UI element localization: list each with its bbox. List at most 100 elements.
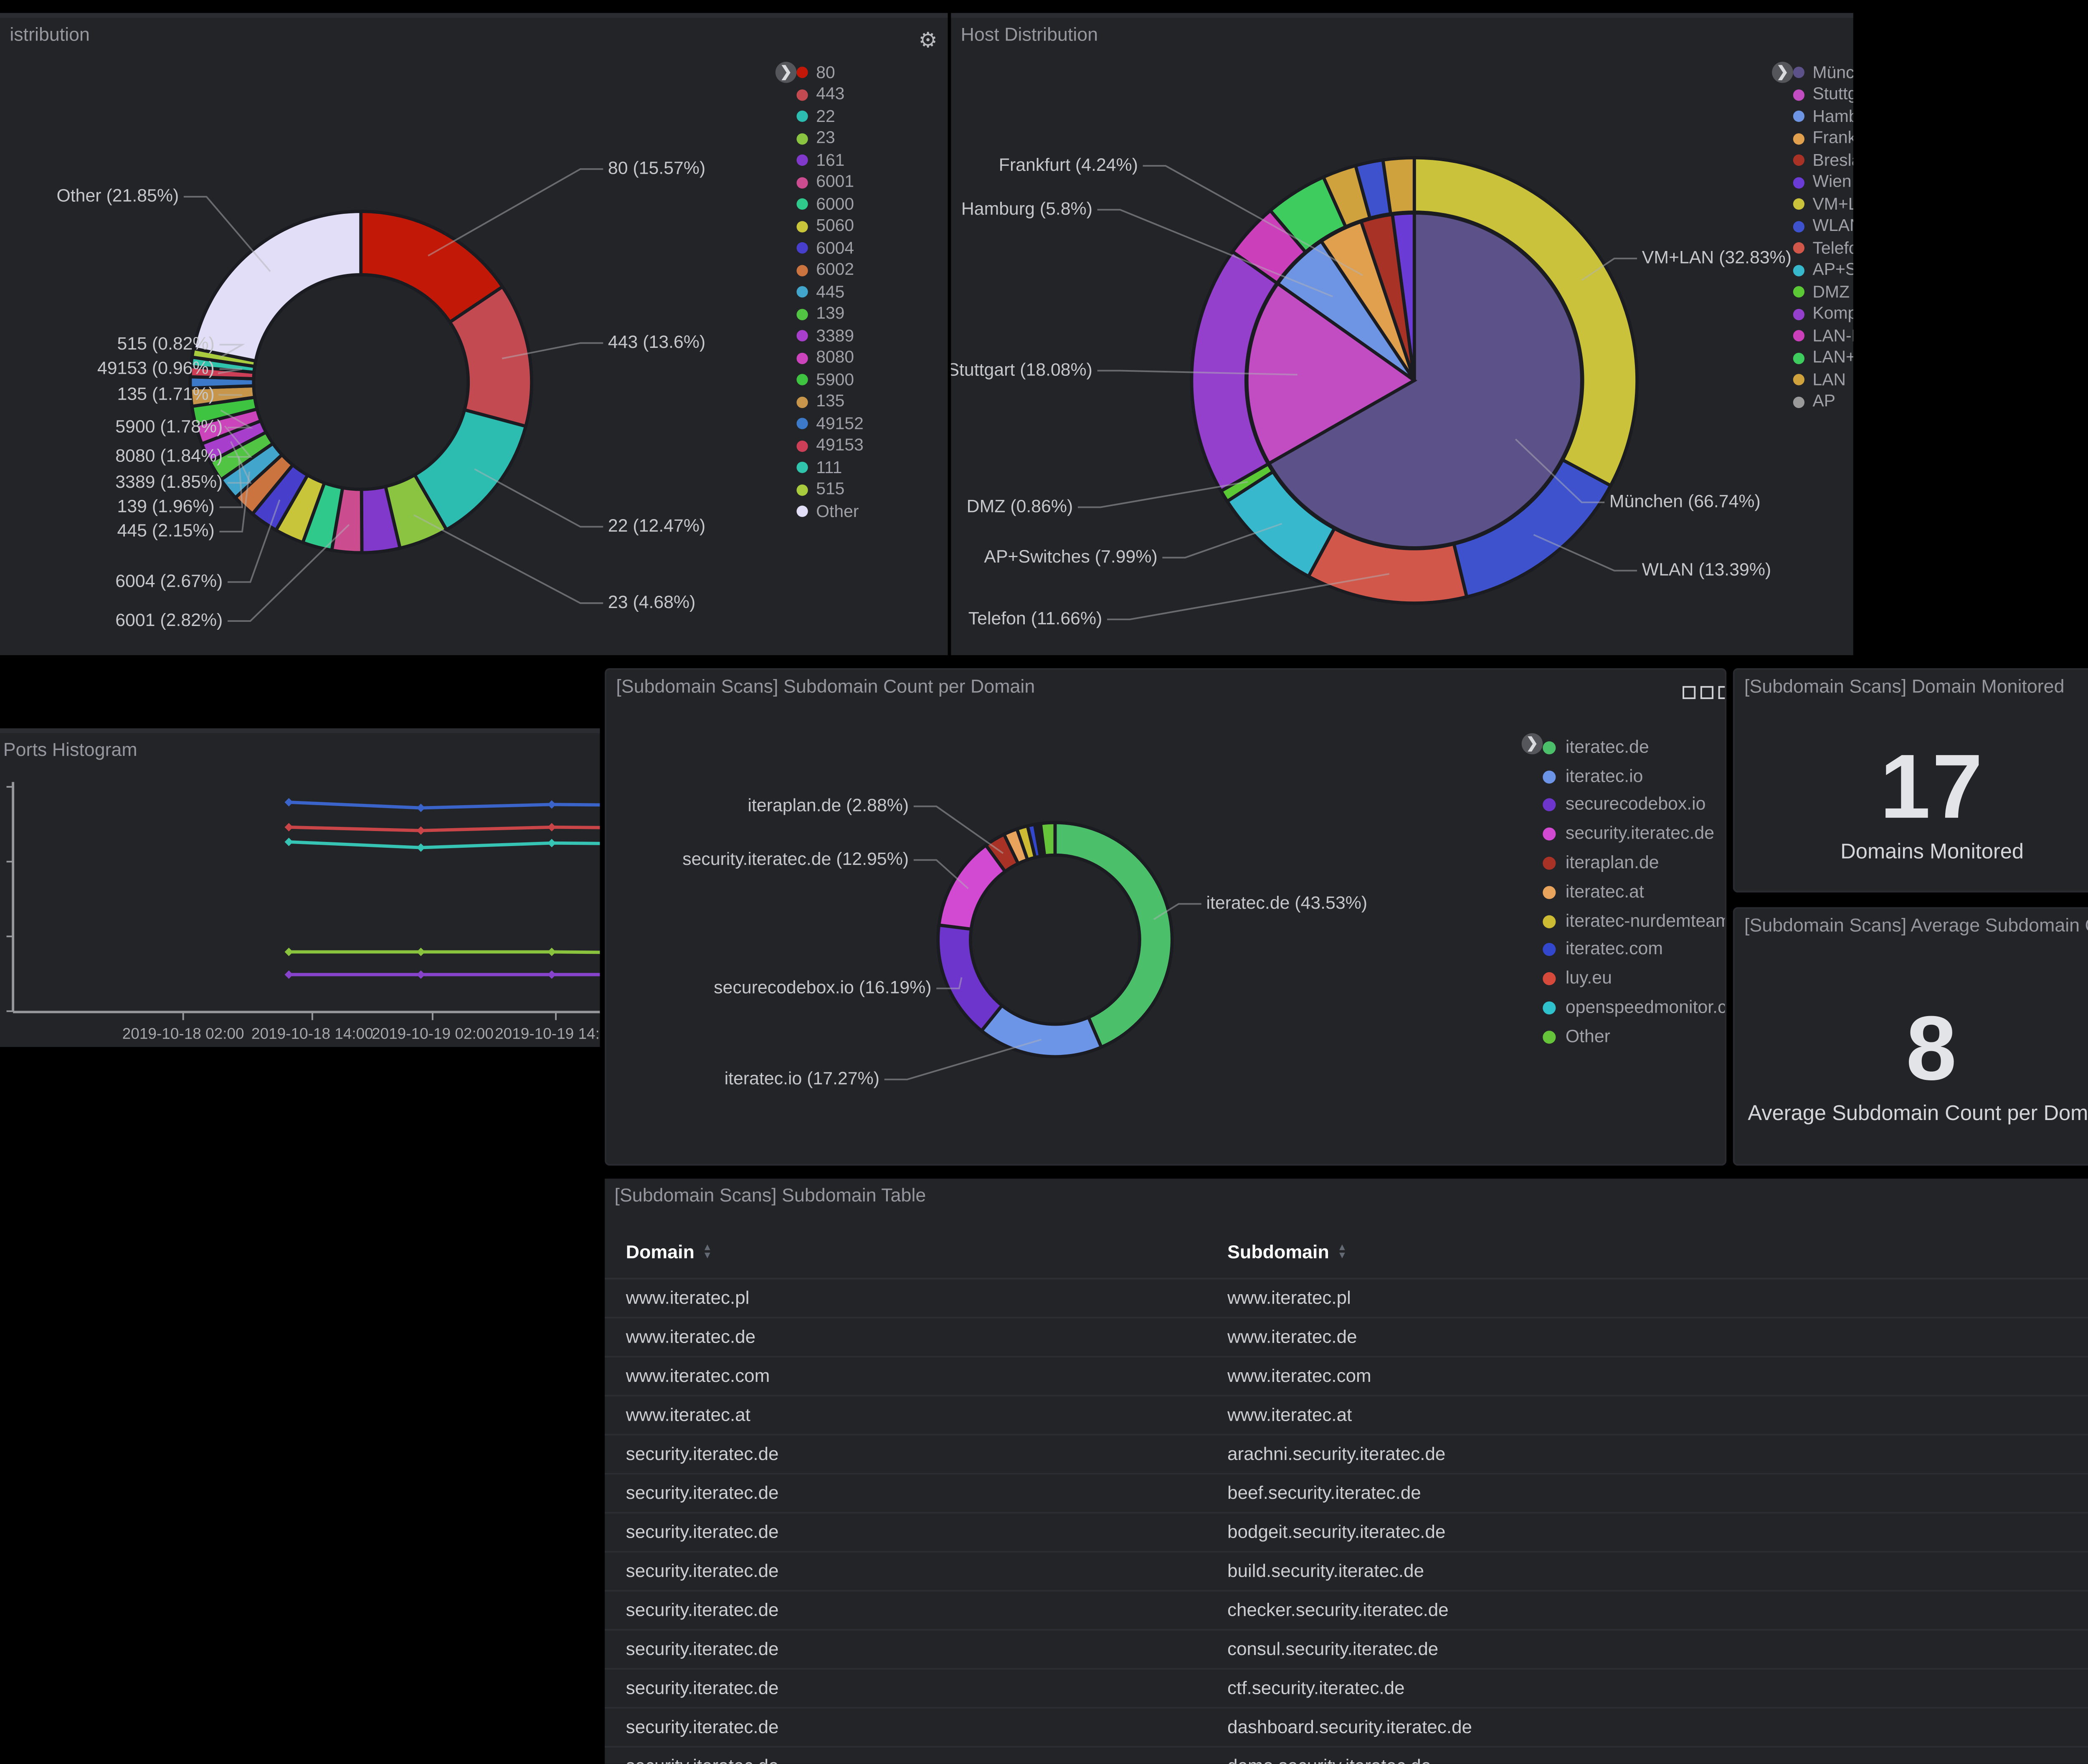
legend-item-515[interactable]: 515 [796, 479, 864, 501]
data-point[interactable] [284, 948, 293, 956]
ports-histogram-chart: 2019-10-18 02:00 2019-10-18 14:002019-10-… [6, 782, 600, 1042]
data-point[interactable] [416, 970, 425, 979]
cell-subdomain: www.iteratec.com [1206, 1356, 2088, 1396]
legend-item-5060[interactable]: 5060 [796, 215, 864, 238]
data-point[interactable] [416, 843, 425, 852]
data-point[interactable] [284, 970, 293, 979]
data-point[interactable] [416, 803, 425, 812]
legend-item-securecodebox.io[interactable]: securecodebox.io [1543, 791, 1725, 820]
legend-item-Telefon[interactable]: Telefon [1793, 237, 1853, 259]
legend-item-6001[interactable]: 6001 [796, 172, 864, 194]
legend-item-6002[interactable]: 6002 [796, 259, 864, 281]
data-point[interactable] [284, 837, 293, 847]
legend-item-22[interactable]: 22 [796, 106, 864, 128]
legend-collapse-icon[interactable]: ❯ [1521, 733, 1543, 755]
legend-collapse-icon[interactable]: ❯ [1772, 61, 1793, 83]
line-series-red[interactable] [289, 825, 600, 832]
legend-item-23[interactable]: 23 [796, 128, 864, 150]
data-point[interactable] [416, 948, 425, 956]
legend-label: Komple [1812, 304, 1853, 324]
line-series-teal[interactable] [289, 840, 600, 849]
legend-label: 5060 [816, 216, 854, 236]
legend-item-openspeedmonitor.c...[interactable]: openspeedmonitor.c... [1543, 994, 1725, 1022]
sort-icon: ▲ ▼ [1337, 1244, 1347, 1262]
legend-item-luy.eu[interactable]: luy.eu [1543, 965, 1725, 994]
column-header-domain[interactable]: Domain ▲ ▼ [605, 1234, 1206, 1280]
legend-label: security.iteratec.de [1565, 824, 1715, 844]
legend-item-security.iteratec.de[interactable]: security.iteratec.de [1543, 820, 1725, 849]
legend-item-111[interactable]: 111 [796, 457, 864, 479]
data-point[interactable] [547, 970, 556, 979]
legend-item-Hambu[interactable]: Hambu [1793, 106, 1853, 128]
legend-item-445[interactable]: 445 [796, 281, 864, 303]
legend-dot [796, 111, 808, 122]
pie-slice-Other[interactable] [1039, 821, 1057, 858]
callout-line [502, 342, 603, 360]
legend-dot [1543, 799, 1556, 812]
gear-icon[interactable]: ⚙ [918, 28, 938, 52]
pie-slice-iteratec.de[interactable] [1053, 821, 1174, 1049]
legend-item-8080[interactable]: 8080 [796, 347, 864, 369]
legend-item-139[interactable]: 139 [796, 303, 864, 325]
cell-domain: security.iteratec.de [605, 1669, 1206, 1709]
legend-item-LAN[interactable]: LAN [1793, 369, 1853, 391]
legend-item-Frankfu[interactable]: Frankfu [1793, 128, 1853, 150]
cell-subdomain: demo.security.iteratec.de [1206, 1746, 2088, 1764]
legend-item-iteratec.de[interactable]: iteratec.de [1543, 733, 1725, 762]
data-point[interactable] [547, 800, 556, 809]
legend-item-6000[interactable]: 6000 [796, 193, 864, 215]
legend-item-161[interactable]: 161 [796, 150, 864, 172]
data-point[interactable] [547, 839, 556, 847]
cell-domain: www.iteratec.com [605, 1356, 1206, 1396]
legend-item-443[interactable]: 443 [796, 84, 864, 106]
legend-item-iteratec.at[interactable]: iteratec.at [1543, 878, 1725, 907]
legend-item-49152[interactable]: 49152 [796, 413, 864, 435]
pie-slice-LAN[interactable] [1381, 156, 1416, 216]
data-point[interactable] [547, 948, 556, 956]
legend-item-iteraplan.de[interactable]: iteraplan.de [1543, 849, 1725, 878]
legend-item-LAN+WL[interactable]: LAN+WL [1793, 347, 1853, 369]
pie-slice-VM+LAN[interactable] [1412, 156, 1639, 488]
legend-item-AP[interactable]: AP [1793, 391, 1853, 413]
legend-item-WLAN[interactable]: WLAN [1793, 215, 1853, 238]
subdomain-legend: iteratec.de iteratec.io securecodebox.io se… [1543, 733, 1725, 1052]
data-point[interactable] [547, 823, 556, 831]
legend-item-135[interactable]: 135 [796, 391, 864, 413]
line-series-green[interactable] [289, 950, 600, 954]
legend-item-AP+Swit[interactable]: AP+Swit [1793, 259, 1853, 281]
legend-item-iteratec-nurdemteam...[interactable]: iteratec-nurdemteam... [1543, 907, 1725, 935]
legend-item-Komple[interactable]: Komple [1793, 303, 1853, 325]
panel-options-icon[interactable] [1683, 686, 1725, 699]
legend-item-Other[interactable]: Other [796, 501, 864, 523]
legend-label: WLAN [1812, 216, 1853, 236]
legend-item-Stuttga[interactable]: Stuttga [1793, 84, 1853, 106]
legend-item-iteratec.io[interactable]: iteratec.io [1543, 762, 1725, 791]
legend-item-49153[interactable]: 49153 [796, 435, 864, 457]
pie-slice-iteratec.io[interactable] [979, 1003, 1104, 1059]
legend-collapse-icon[interactable]: ❯ [775, 61, 797, 83]
legend-item-3389[interactable]: 3389 [796, 325, 864, 347]
line-series-blue[interactable] [289, 801, 600, 810]
host-legend: MüncheStuttgaHambuFrankfu Breslau Wien VM+L… [1793, 62, 1853, 413]
legend-item-DMZ[interactable]: DMZ [1793, 281, 1853, 303]
legend-item-5900[interactable]: 5900 [796, 369, 864, 391]
data-point[interactable] [416, 826, 425, 835]
legend-item-Other[interactable]: Other [1543, 1022, 1725, 1051]
legend-item-Breslau[interactable]: Breslau [1793, 150, 1853, 172]
callout-line [913, 859, 969, 890]
legend-item-80[interactable]: 80 [796, 62, 864, 84]
legend-item-Münche[interactable]: Münche [1793, 62, 1853, 84]
legend-item-iteratec.com[interactable]: iteratec.com [1543, 936, 1725, 965]
legend-item-6004[interactable]: 6004 [796, 237, 864, 259]
pie-slice-securecodebox.io[interactable] [936, 923, 1004, 1033]
cell-subdomain: dashboard.security.iteratec.de [1206, 1708, 2088, 1748]
data-point[interactable] [284, 823, 293, 831]
column-header-subdomain[interactable]: Subdomain ▲ ▼ [1206, 1234, 2088, 1280]
legend-item-Wien[interactable]: Wien [1793, 172, 1853, 194]
pie-slice-80[interactable] [359, 210, 505, 324]
legend-item-LAN-Ko[interactable]: LAN-Ko [1793, 325, 1853, 347]
legend-dot [796, 506, 808, 517]
legend-item-VM+LAN[interactable]: VM+LAN [1793, 193, 1853, 215]
pie-slice-Other[interactable] [191, 210, 363, 363]
data-point[interactable] [284, 798, 293, 807]
